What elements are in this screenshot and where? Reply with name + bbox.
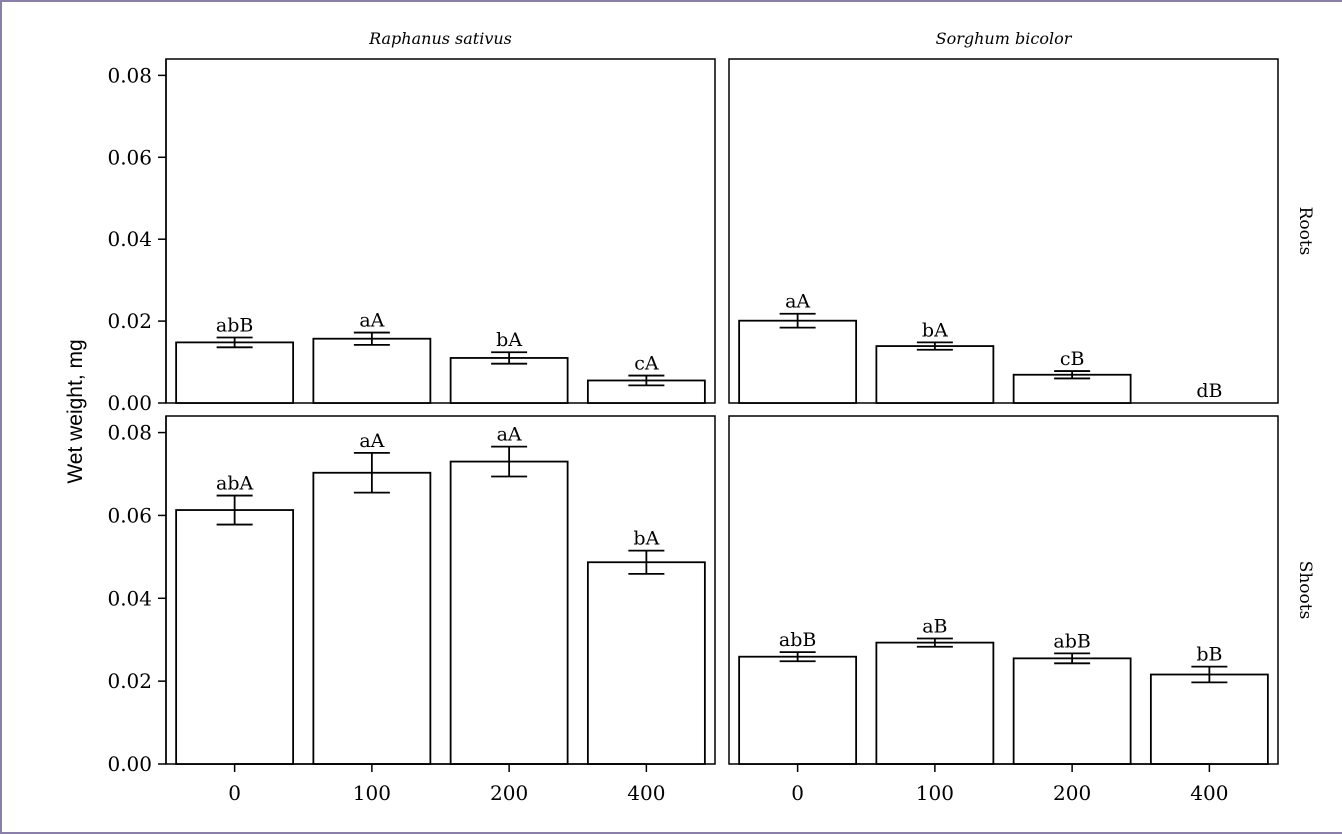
data-label: dB (1196, 380, 1222, 402)
column-strip-label-raphanus-sativus: Raphanus sativus (368, 29, 512, 48)
data-label: bA (496, 329, 522, 351)
bar-sorghum-bicolor-roots-200 (1012, 373, 1132, 404)
column-strip-label-sorghum-bicolor: Sorghum bicolor (936, 29, 1073, 48)
row-strip-label-roots: Roots (1295, 207, 1315, 256)
bar-sorghum-bicolor-roots-100 (875, 345, 995, 404)
y-tick-label: 0.06 (107, 145, 152, 169)
y-tick-label: 0.00 (107, 752, 152, 776)
x-tick-label: 400 (1190, 781, 1228, 805)
data-label: aB (922, 615, 947, 637)
bar-sorghum-bicolor-shoots-400 (1149, 673, 1269, 765)
x-tick-label: 200 (1053, 781, 1091, 805)
panel-border-raphanus-sativus-roots (165, 58, 716, 404)
x-tick-label: 0 (791, 781, 804, 805)
panel-border-sorghum-bicolor-roots (728, 58, 1279, 404)
data-label: cB (1060, 348, 1085, 370)
data-label: bA (633, 528, 659, 550)
data-label: aA (359, 430, 384, 452)
data-label: bB (1196, 644, 1222, 666)
y-axis-title: Wet weight, mg (64, 339, 87, 483)
x-tick-label: 100 (916, 781, 954, 805)
bar-sorghum-bicolor-shoots-200 (1012, 657, 1132, 765)
bar-raphanus-sativus-roots-100 (312, 337, 432, 404)
row-strip-label-shoots: Shoots (1295, 561, 1315, 620)
data-label: abA (216, 473, 253, 495)
y-tick-label: 0.06 (107, 503, 152, 527)
bar-raphanus-sativus-shoots-200 (449, 460, 569, 765)
data-label: aA (359, 310, 384, 332)
data-label: abB (1053, 630, 1090, 652)
y-tick-label: 0.02 (107, 309, 152, 333)
data-label: aA (497, 424, 522, 446)
y-tick-label: 0.08 (107, 421, 152, 445)
data-label: abB (779, 629, 816, 651)
y-tick-label: 0.04 (107, 227, 152, 251)
bar-sorghum-bicolor-roots-0 (738, 319, 858, 404)
y-tick-label: 0.08 (107, 63, 152, 87)
bar-raphanus-sativus-roots-0 (175, 341, 295, 404)
data-label: bA (922, 319, 948, 341)
x-tick-label: 400 (627, 781, 665, 805)
data-label: cA (634, 353, 659, 375)
x-tick-label: 100 (353, 781, 391, 805)
y-tick-label: 0.02 (107, 669, 152, 693)
bar-sorghum-bicolor-shoots-100 (875, 641, 995, 765)
bar-sorghum-bicolor-shoots-0 (738, 655, 858, 765)
y-tick-label: 0.00 (107, 391, 152, 415)
y-tick-label: 0.04 (107, 586, 152, 610)
bar-raphanus-sativus-shoots-0 (175, 509, 295, 765)
bar-raphanus-sativus-roots-200 (449, 357, 569, 404)
data-label: aA (785, 291, 810, 313)
bar-raphanus-sativus-shoots-100 (312, 471, 432, 765)
x-tick-label: 200 (490, 781, 528, 805)
x-tick-label: 0 (228, 781, 241, 805)
bar-raphanus-sativus-shoots-400 (586, 561, 706, 765)
data-label: abB (216, 314, 253, 336)
